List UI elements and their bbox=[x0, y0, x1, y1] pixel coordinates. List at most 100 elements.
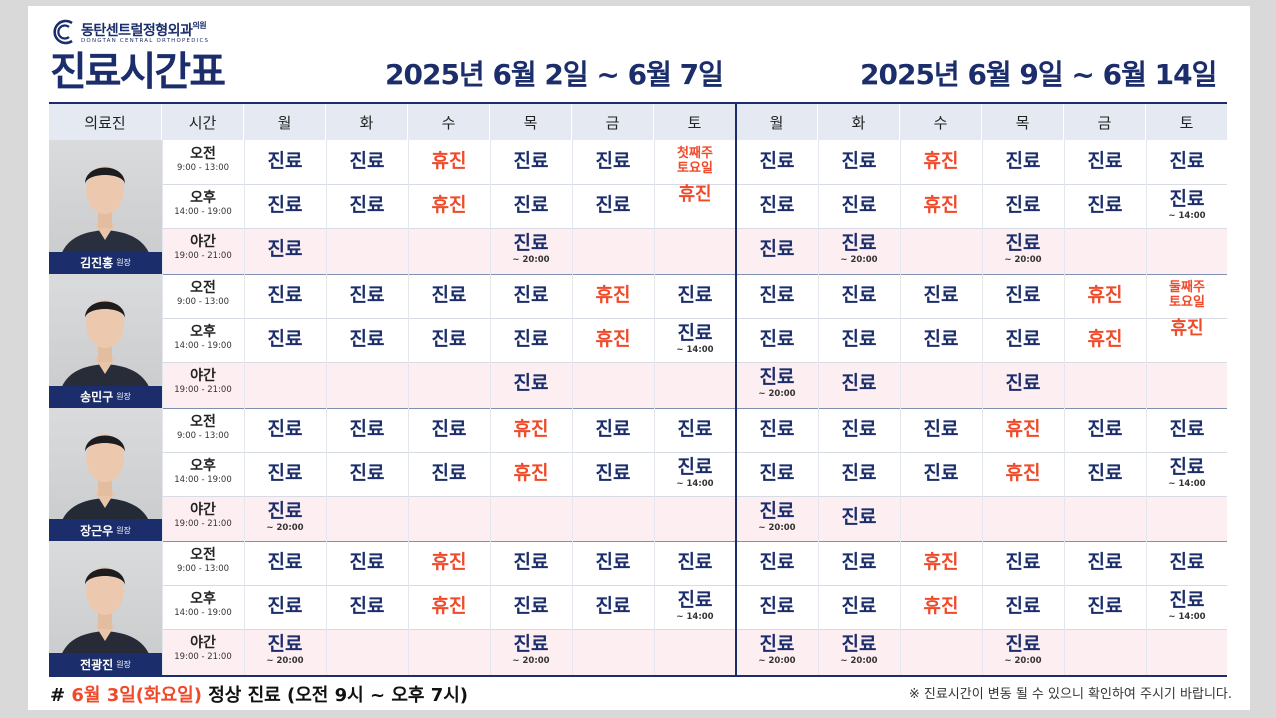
schedule-cell: 진료 bbox=[654, 408, 736, 452]
schedule-cell: 진료 bbox=[736, 228, 818, 274]
status-open: 진료 bbox=[513, 371, 549, 394]
schedule-cell bbox=[408, 362, 490, 408]
status-open: 진료 bbox=[841, 283, 877, 306]
schedule-cell bbox=[1064, 629, 1146, 675]
status-end-time: ~ 20:00 bbox=[266, 656, 304, 667]
status-open: 진료 bbox=[841, 327, 877, 350]
footer-notice-text: 정상 진료 (오전 9시 ~ 오후 7시) bbox=[208, 685, 469, 706]
schedule-cell: 진료 bbox=[490, 140, 572, 184]
row-divider bbox=[162, 184, 1227, 185]
schedule-cell: 진료 bbox=[818, 496, 900, 542]
schedule-cell bbox=[408, 228, 490, 274]
time-slot-cell: 오전 9:00 - 13:00 bbox=[162, 274, 244, 318]
schedule-cell bbox=[654, 228, 736, 274]
status-open: 진료 bbox=[349, 461, 385, 484]
schedule-cell: 진료 bbox=[572, 140, 654, 184]
schedule-cell: 진료 bbox=[572, 585, 654, 629]
status-open: 진료 bbox=[841, 150, 877, 172]
time-slot-hours: 9:00 - 13:00 bbox=[176, 564, 230, 575]
schedule-cell: 진료 bbox=[982, 541, 1064, 585]
doctor-nameplate: 송민구 원장 bbox=[49, 385, 162, 408]
doctor-photo: 장근우 원장 bbox=[49, 407, 162, 542]
time-slot-hours: 19:00 - 21:00 bbox=[174, 518, 232, 529]
row-divider bbox=[162, 451, 1227, 453]
status-open: 진료 bbox=[1005, 150, 1041, 172]
doctor-divider bbox=[49, 273, 1227, 275]
status-end-time: ~ 20:00 bbox=[266, 522, 304, 533]
time-slot-label: 야간 bbox=[190, 635, 216, 652]
status-open: 진료 bbox=[759, 633, 795, 656]
header-day: 토 bbox=[1146, 104, 1228, 140]
status-closed: 휴진 bbox=[595, 327, 631, 350]
schedule-cell: 진료 bbox=[490, 274, 572, 318]
schedule-cell: 휴진 bbox=[490, 452, 572, 496]
clinic-name: 동탄센트럴정형외과의원 bbox=[81, 21, 207, 39]
status-open: 진료 bbox=[267, 238, 303, 260]
time-slot-cell: 오전 9:00 - 13:00 bbox=[162, 140, 244, 184]
status-open: 진료 bbox=[759, 551, 795, 574]
status-open: 진료 bbox=[841, 461, 877, 484]
status-open: 진료 bbox=[677, 283, 713, 306]
schedule-cell: 진료 ~ 14:00 bbox=[1146, 452, 1228, 496]
time-slot-cell: 야간 19:00 - 21:00 bbox=[162, 629, 244, 675]
status-closed: 휴진 bbox=[431, 551, 467, 574]
schedule-cell bbox=[1146, 228, 1228, 274]
status-closed: 휴진 bbox=[513, 417, 549, 440]
status-open: 진료 bbox=[431, 283, 467, 306]
status-open: 진료 bbox=[923, 283, 959, 306]
schedule-cell bbox=[244, 362, 326, 408]
time-slot-cell: 오후 14:00 - 19:00 bbox=[162, 585, 244, 629]
schedule-cell: 진료 bbox=[1146, 541, 1228, 585]
schedule-cell: 진료 bbox=[408, 274, 490, 318]
status-end-time: ~ 14:00 bbox=[676, 478, 714, 489]
status-open: 진료 bbox=[759, 238, 795, 260]
schedule-cell: 휴진 bbox=[1064, 318, 1146, 362]
time-slot-hours: 14:00 - 19:00 bbox=[174, 207, 232, 217]
schedule-cell: 진료 bbox=[818, 184, 900, 228]
status-open: 진료 bbox=[1005, 232, 1041, 254]
schedule-cell bbox=[408, 496, 490, 542]
status-open: 진료 bbox=[923, 461, 959, 484]
doctor-photo: 송민구 원장 bbox=[49, 273, 162, 408]
status-open: 진료 bbox=[595, 551, 631, 574]
period-week-2: 2025년 6월 9일 ~ 6월 14일 bbox=[860, 58, 1217, 91]
status-open: 진료 bbox=[759, 417, 795, 440]
status-open: 진료 bbox=[513, 150, 549, 172]
schedule-cell: 진료 bbox=[900, 408, 982, 452]
saturday-notice-week: 둘째주 bbox=[1169, 279, 1205, 295]
status-end-time: ~ 14:00 bbox=[676, 344, 714, 355]
time-slot-label: 오후 bbox=[190, 190, 216, 206]
time-slot-label: 야간 bbox=[190, 501, 216, 518]
schedule-cell: 진료 bbox=[326, 585, 408, 629]
schedule-cell bbox=[326, 496, 408, 542]
doctor-divider bbox=[49, 407, 1227, 409]
schedule-cell: 진료 bbox=[982, 184, 1064, 228]
doctor-divider bbox=[49, 541, 1227, 543]
schedule-cell: 진료 bbox=[818, 362, 900, 408]
schedule-cell: 진료 bbox=[408, 452, 490, 496]
schedule-cell: 진료 bbox=[982, 140, 1064, 184]
schedule-cell: 진료 bbox=[1146, 140, 1228, 184]
column-divider bbox=[1064, 140, 1065, 675]
schedule-cell: 진료 bbox=[490, 318, 572, 362]
doctor-name: 장근우 bbox=[80, 523, 114, 538]
schedule-cell bbox=[1146, 496, 1228, 542]
status-open: 진료 bbox=[1169, 150, 1205, 172]
schedule-cell: 진료 bbox=[490, 184, 572, 228]
doctor-nameplate: 김진홍 원장 bbox=[49, 251, 162, 274]
status-open: 진료 bbox=[267, 327, 303, 350]
row-divider bbox=[162, 585, 1227, 587]
time-slot-cell: 야간 19:00 - 21:00 bbox=[162, 228, 244, 274]
status-open: 진료 bbox=[841, 595, 877, 618]
schedule-cell: 진료 bbox=[654, 274, 736, 318]
doctor-role: 원장 bbox=[116, 258, 131, 268]
status-open: 진료 bbox=[1169, 455, 1205, 478]
row-divider bbox=[162, 317, 1227, 319]
status-open: 진료 bbox=[677, 417, 713, 440]
time-slot-hours: 14:00 - 19:00 bbox=[174, 608, 232, 619]
status-closed: 휴진 bbox=[1005, 417, 1041, 440]
schedule-cell bbox=[900, 362, 982, 408]
schedule-cell: 진료 bbox=[326, 140, 408, 184]
doctor-role: 원장 bbox=[116, 525, 131, 535]
schedule-cell: 진료 ~ 20:00 bbox=[490, 228, 572, 274]
